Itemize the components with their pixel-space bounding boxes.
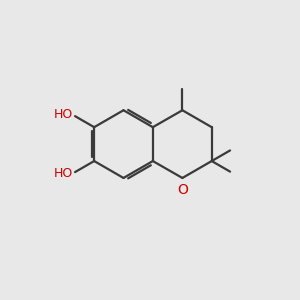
Text: O: O <box>177 183 188 197</box>
Text: HO: HO <box>53 167 73 180</box>
Text: HO: HO <box>53 108 73 121</box>
